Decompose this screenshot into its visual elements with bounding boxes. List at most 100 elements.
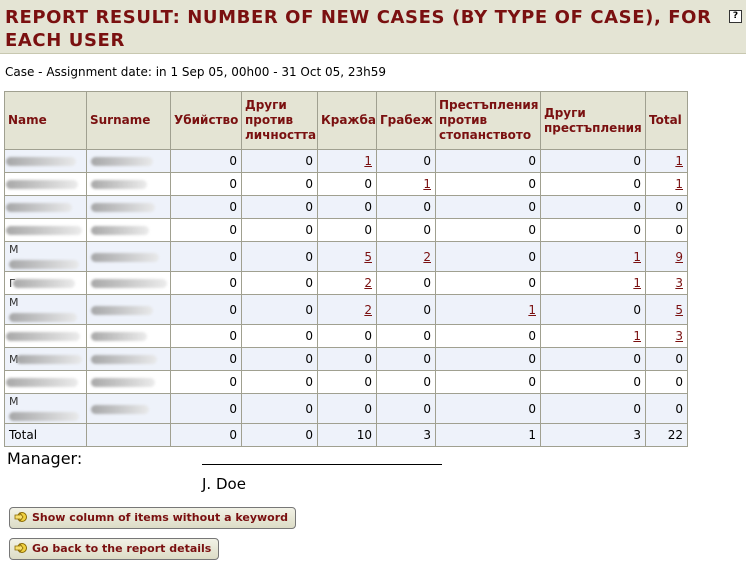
name-cell: М	[4, 294, 87, 325]
name-cell	[4, 149, 87, 173]
column-header-murder: Убийство	[170, 91, 242, 150]
name-cell	[4, 218, 87, 242]
surname-cell	[86, 393, 171, 424]
count-link[interactable]: 3	[675, 329, 683, 343]
count-link[interactable]: 9	[675, 249, 683, 264]
count-cell: 0	[241, 241, 318, 272]
count-cell: 0	[241, 271, 318, 295]
total-cell: 10	[317, 423, 377, 447]
column-header-robbery: Грабеж	[376, 91, 436, 150]
redacted-name	[15, 354, 82, 364]
manager-label: Manager:	[7, 449, 83, 468]
count-cell: 0	[540, 218, 646, 242]
count-cell: 0	[435, 172, 541, 196]
count-link[interactable]: 5	[675, 302, 683, 317]
count-link[interactable]: 2	[364, 276, 372, 290]
count-cell: 0	[170, 172, 242, 196]
name-cell	[4, 172, 87, 196]
count-cell: 0	[645, 370, 688, 394]
redacted-name	[6, 156, 76, 166]
count-link[interactable]: 1	[364, 154, 372, 168]
redacted-surname	[91, 226, 149, 235]
count-link[interactable]: 1	[423, 177, 431, 191]
surname-cell	[86, 172, 171, 196]
surname-cell	[86, 347, 171, 371]
count-cell: 2	[376, 241, 436, 272]
help-icon[interactable]: ?	[729, 10, 742, 23]
total-cell: 3	[376, 423, 436, 447]
total-cell: 1	[435, 423, 541, 447]
count-cell: 0	[645, 347, 688, 371]
count-cell: 0	[317, 324, 377, 348]
go-back-button[interactable]: Go back to the report details	[9, 538, 220, 560]
count-cell: 0	[241, 370, 318, 394]
count-cell: 0	[241, 218, 318, 242]
count-cell: 0	[317, 370, 377, 394]
surname-cell	[86, 149, 171, 173]
count-cell: 0	[170, 271, 242, 295]
redacted-name	[6, 331, 80, 341]
redacted-surname	[91, 305, 153, 315]
redacted-surname	[91, 279, 167, 288]
name-initial: М	[9, 296, 19, 309]
count-link[interactable]: 1	[675, 154, 683, 168]
redacted-surname	[91, 378, 155, 387]
count-cell: 0	[376, 294, 436, 325]
count-link[interactable]: 3	[675, 276, 683, 290]
count-link[interactable]: 1	[633, 276, 641, 290]
column-header-other-crimes: Други престъпления	[540, 91, 646, 150]
count-cell: 1	[317, 149, 377, 173]
count-link[interactable]: 2	[364, 302, 372, 317]
redacted-name	[6, 377, 78, 387]
count-cell: 1	[376, 172, 436, 196]
column-header-surname: Surname	[86, 91, 171, 150]
page-title: REPORT RESULT: NUMBER OF NEW CASES (BY T…	[5, 7, 712, 51]
count-link[interactable]: 5	[364, 249, 372, 264]
surname-cell	[86, 218, 171, 242]
redacted-surname	[91, 180, 147, 189]
count-cell: 0	[376, 393, 436, 424]
count-link[interactable]: 1	[633, 329, 641, 343]
count-cell: 2	[317, 271, 377, 295]
count-cell: 0	[241, 172, 318, 196]
name-cell	[4, 370, 87, 394]
count-cell: 0	[376, 370, 436, 394]
count-cell: 3	[645, 271, 688, 295]
total-cell: 3	[540, 423, 646, 447]
count-cell: 0	[435, 370, 541, 394]
column-header-total: Total	[645, 91, 688, 150]
count-cell: 0	[170, 393, 242, 424]
redacted-surname	[91, 157, 153, 166]
count-link[interactable]: 2	[423, 249, 431, 264]
redacted-name	[9, 412, 79, 421]
report-header: REPORT RESULT: NUMBER OF NEW CASES (BY T…	[0, 0, 746, 54]
count-cell: 0	[540, 195, 646, 219]
column-header-economic-crimes: Престъпления против стопанството	[435, 91, 541, 150]
redacted-name	[9, 260, 79, 269]
count-link[interactable]: 1	[528, 302, 536, 317]
count-cell: 0	[241, 195, 318, 219]
show-column-button[interactable]: Show column of items without a keyword	[9, 507, 297, 529]
name-cell: М	[4, 347, 87, 371]
name-initial: Г	[9, 277, 16, 290]
surname-cell	[86, 294, 171, 325]
arrow-right-icon	[14, 541, 28, 554]
redacted-name	[6, 179, 78, 189]
count-cell: 0	[241, 347, 318, 371]
count-cell: 0	[376, 149, 436, 173]
redacted-name	[6, 202, 72, 212]
count-cell: 1	[645, 149, 688, 173]
count-cell: 0	[645, 218, 688, 242]
column-header-name: Name	[4, 91, 87, 150]
redacted-name	[6, 225, 82, 235]
count-link[interactable]: 1	[633, 249, 641, 264]
table-row: Г0020013	[4, 271, 688, 295]
count-cell: 0	[435, 149, 541, 173]
count-cell: 0	[170, 294, 242, 325]
name-cell: М	[4, 393, 87, 424]
count-link[interactable]: 1	[675, 177, 683, 191]
